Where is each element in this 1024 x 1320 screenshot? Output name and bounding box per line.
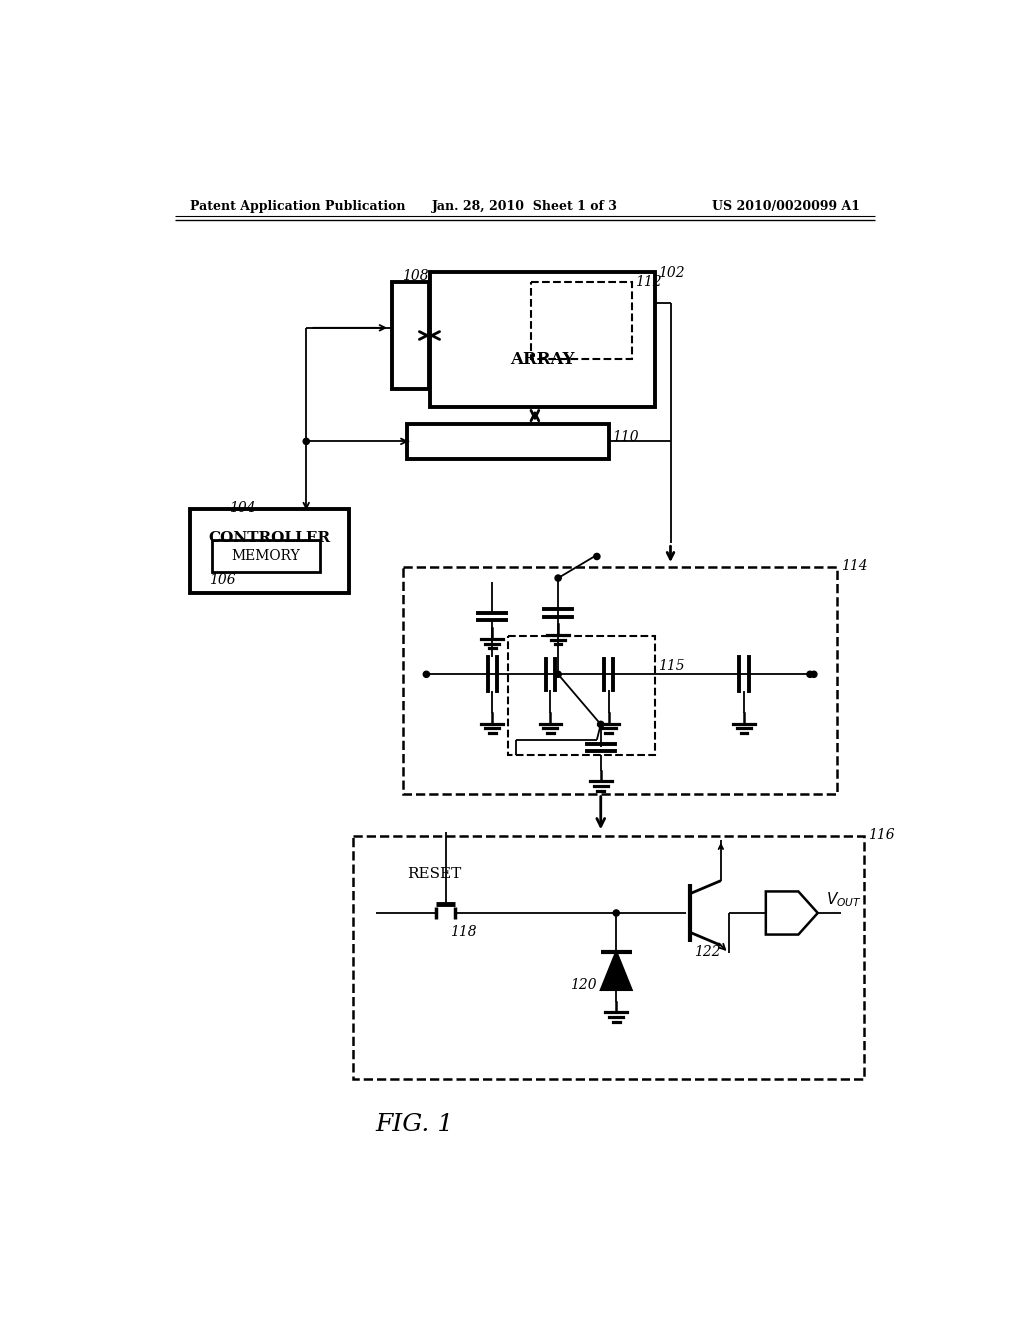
Circle shape [811, 671, 817, 677]
Bar [407, 424, 608, 459]
Text: 106: 106 [209, 573, 236, 587]
Text: 122: 122 [693, 945, 720, 960]
Bar [508, 636, 655, 755]
Circle shape [555, 576, 561, 581]
Text: ARRAY: ARRAY [510, 351, 574, 368]
Text: 114: 114 [841, 558, 867, 573]
Text: 118: 118 [450, 924, 476, 939]
Text: FIG. 1: FIG. 1 [376, 1113, 454, 1137]
Circle shape [613, 909, 620, 916]
Text: 104: 104 [228, 502, 255, 515]
Circle shape [807, 671, 813, 677]
Text: US 2010/0020099 A1: US 2010/0020099 A1 [712, 199, 859, 213]
Circle shape [598, 721, 604, 727]
Text: 112: 112 [635, 276, 662, 289]
Bar [190, 508, 349, 594]
Bar [212, 540, 321, 572]
Text: CONTROLLER: CONTROLLER [208, 531, 331, 545]
Bar [403, 566, 838, 793]
Bar [430, 272, 655, 407]
Bar [352, 836, 864, 1078]
Text: RESET: RESET [407, 867, 461, 880]
Circle shape [594, 553, 600, 560]
Bar [391, 281, 429, 389]
Text: 110: 110 [611, 430, 638, 445]
Text: 102: 102 [658, 267, 685, 280]
Text: Jan. 28, 2010  Sheet 1 of 3: Jan. 28, 2010 Sheet 1 of 3 [432, 199, 617, 213]
Text: MEMORY: MEMORY [231, 549, 300, 562]
Text: 116: 116 [868, 829, 895, 842]
Circle shape [555, 671, 561, 677]
Text: 115: 115 [658, 659, 685, 673]
Bar [531, 281, 632, 359]
Circle shape [423, 671, 429, 677]
Text: $V_{OUT}$: $V_{OUT}$ [825, 891, 861, 909]
Text: 108: 108 [402, 269, 429, 284]
Text: Patent Application Publication: Patent Application Publication [190, 199, 406, 213]
Circle shape [303, 438, 309, 445]
Polygon shape [601, 952, 632, 990]
Text: 120: 120 [569, 978, 596, 993]
